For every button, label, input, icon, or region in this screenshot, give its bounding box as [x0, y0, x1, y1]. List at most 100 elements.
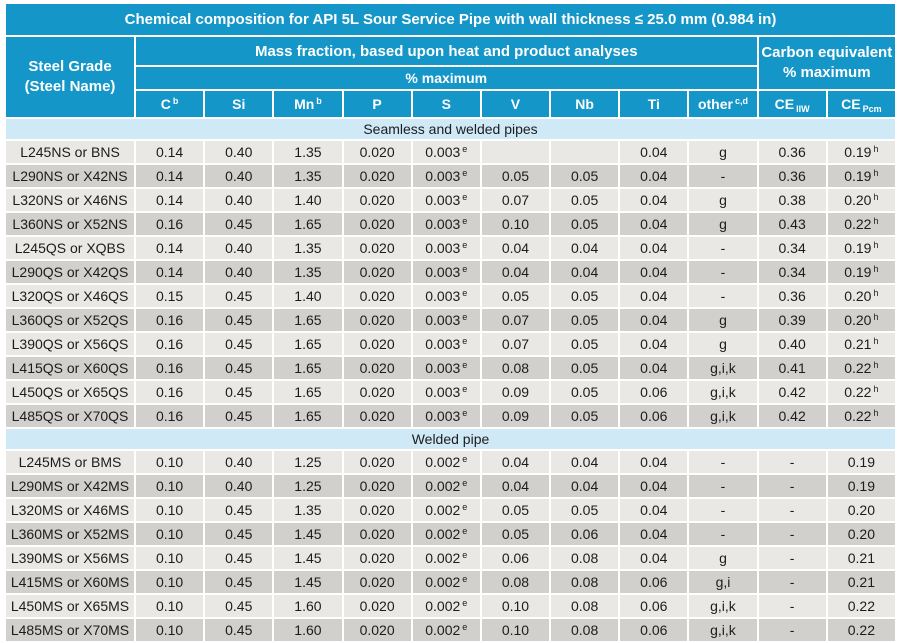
value-cell: -: [756, 473, 828, 499]
value-cell: -: [687, 235, 759, 261]
value-cell: 1.35: [272, 235, 344, 261]
value-cell: 0.42: [756, 403, 828, 429]
value-cell: g,i,k: [687, 379, 759, 405]
value-cell: 0.10: [479, 211, 552, 237]
value-cell: 0.22 h: [825, 403, 898, 429]
value-cell: 0.020: [341, 379, 413, 405]
value-cell: 0.003 e: [410, 331, 482, 357]
table-row: L415MS or X60MS 0.10 0.45 1.45 0.020 0.002 e 0.…: [4, 569, 898, 595]
value-cell: 0.10: [479, 617, 552, 643]
title-row: Chemical composition for API 5L Sour Ser…: [4, 2, 897, 37]
value-cell: 0.16: [133, 379, 206, 405]
value-cell: 0.08: [549, 617, 621, 643]
column-header-ti: Ti: [618, 89, 690, 119]
steel-grade-cell: L415MS or X60MS: [4, 569, 136, 595]
value-cell: g,i,k: [687, 403, 759, 429]
value-cell: 1.60: [272, 593, 344, 619]
value-cell: 1.60: [272, 617, 344, 643]
value-cell: -: [756, 593, 828, 619]
value-cell: 0.19: [825, 449, 898, 475]
value-cell: 0.04: [618, 187, 690, 213]
column-header-si: Si: [203, 89, 275, 119]
value-cell: 0.002 e: [410, 521, 482, 547]
value-cell: 0.38: [756, 187, 828, 213]
value-cell: 0.10: [133, 473, 206, 499]
value-cell: 0.14: [133, 235, 206, 261]
value-cell: -: [756, 497, 828, 523]
steel-grade-cell: L320MS or X46MS: [4, 497, 136, 523]
table-row: L290QS or X42QS 0.14 0.40 1.35 0.020 0.003 e 0.…: [4, 259, 898, 285]
table-row: L320MS or X46MS 0.10 0.45 1.35 0.020 0.002 e 0.…: [4, 497, 898, 523]
value-cell: 0.19 h: [825, 235, 898, 261]
steel-grade-cell: L485MS or X70MS: [4, 617, 136, 643]
value-cell: 0.09: [479, 403, 552, 429]
value-cell: 0.34: [756, 259, 828, 285]
value-cell: 0.04: [618, 473, 690, 499]
value-cell: 0.020: [341, 331, 413, 357]
chemical-composition-table: Chemical composition for API 5L Sour Ser…: [4, 2, 898, 643]
column-header-s: S: [410, 89, 482, 119]
steel-grade-cell: L320QS or X46QS: [4, 283, 136, 309]
steel-grade-header: Steel Grade (Steel Name): [4, 35, 136, 119]
value-cell: g: [687, 331, 759, 357]
steel-grade-header-line1: Steel Grade: [28, 57, 112, 75]
value-cell: 0.002 e: [410, 617, 482, 643]
value-cell: 0.19 h: [825, 259, 898, 285]
value-cell: 0.19 h: [825, 163, 898, 189]
value-cell: -: [687, 449, 759, 475]
table-row: L290NS or X42NS 0.14 0.40 1.35 0.020 0.003 e 0.…: [4, 163, 898, 189]
table-row: L390QS or X56QS 0.16 0.45 1.65 0.020 0.003 e 0.…: [4, 331, 898, 357]
value-cell: 0.45: [203, 283, 275, 309]
value-cell: 0.21: [825, 569, 898, 595]
table-row: L360NS or X52NS 0.16 0.45 1.65 0.020 0.003 e 0.…: [4, 211, 898, 237]
value-cell: 0.43: [756, 211, 828, 237]
value-cell: g,i,k: [687, 355, 759, 381]
value-cell: 1.35: [272, 259, 344, 285]
value-cell: 1.40: [272, 187, 344, 213]
column-header-p: P: [341, 89, 413, 119]
value-cell: 0.003 e: [410, 187, 482, 213]
value-cell: 0.003 e: [410, 211, 482, 237]
chemical-composition-page: Chemical composition for API 5L Sour Ser…: [4, 2, 898, 643]
value-cell: [479, 139, 552, 165]
value-cell: 0.020: [341, 163, 413, 189]
value-cell: 0.10: [133, 593, 206, 619]
value-cell: 0.05: [549, 355, 621, 381]
value-cell: 0.04: [479, 473, 552, 499]
value-cell: g: [687, 211, 759, 237]
value-cell: 0.04: [618, 355, 690, 381]
column-header-nb: Nb: [549, 89, 621, 119]
value-cell: 0.22: [825, 617, 898, 643]
value-cell: 0.05: [549, 307, 621, 333]
value-cell: 0.20 h: [825, 307, 898, 333]
value-cell: -: [756, 545, 828, 571]
value-cell: 0.020: [341, 283, 413, 309]
value-cell: -: [687, 521, 759, 547]
value-cell: 0.05: [549, 379, 621, 405]
mass-fraction-header: Mass fraction, based upon heat and produ…: [134, 35, 759, 67]
value-cell: 0.05: [549, 331, 621, 357]
table-row: L245MS or BMS 0.10 0.40 1.25 0.020 0.002 e 0.04…: [4, 449, 898, 475]
value-cell: 0.05: [479, 497, 552, 523]
column-header-other: other c,d: [687, 89, 759, 119]
steel-grade-cell: L485QS or X70QS: [4, 403, 136, 429]
value-cell: 0.002 e: [410, 545, 482, 571]
steel-grade-cell: L245MS or BMS: [4, 449, 136, 475]
value-cell: 0.16: [133, 355, 206, 381]
value-cell: 0.40: [203, 187, 275, 213]
value-cell: [549, 139, 621, 165]
value-cell: g: [687, 545, 759, 571]
table-row: L485MS or X70MS 0.10 0.45 1.60 0.020 0.002 e 0.…: [4, 617, 898, 643]
value-cell: g,i: [687, 569, 759, 595]
value-cell: 0.20 h: [825, 283, 898, 309]
value-cell: 0.19: [825, 473, 898, 499]
value-cell: 0.020: [341, 497, 413, 523]
value-cell: 0.36: [756, 139, 828, 165]
column-header-mn: Mn b: [272, 89, 344, 119]
value-cell: 0.020: [341, 307, 413, 333]
value-cell: 0.06: [479, 545, 552, 571]
value-cell: 0.08: [549, 545, 621, 571]
value-cell: -: [687, 497, 759, 523]
value-cell: 0.07: [479, 307, 552, 333]
